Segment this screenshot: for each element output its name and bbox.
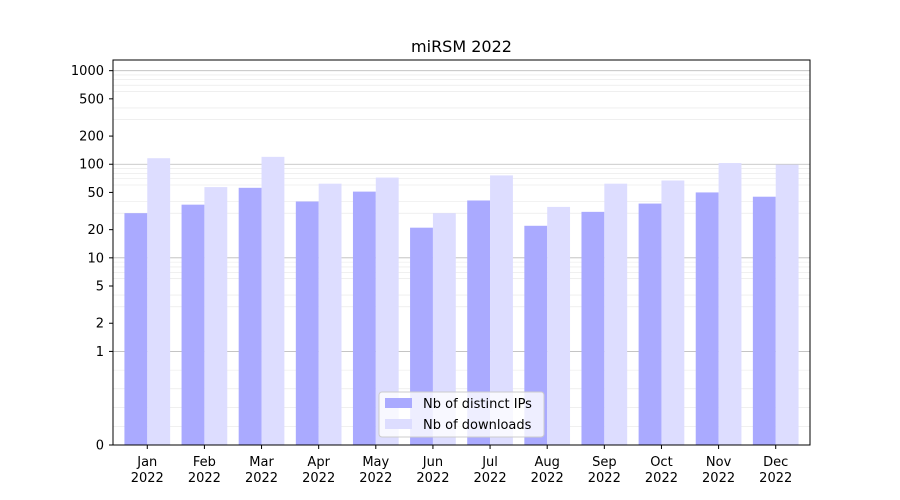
x-tick-label: Feb 2022: [188, 455, 221, 486]
bar-distinct-ips: [695, 192, 719, 445]
bar-distinct-ips: [238, 187, 262, 445]
bar-downloads: [261, 156, 285, 446]
x-tick-label: Nov 2022: [702, 455, 735, 486]
y-tick-label: 10: [87, 251, 104, 266]
y-tick-label: 5: [96, 280, 104, 295]
bar-distinct-ips: [124, 213, 148, 445]
bar-downloads: [432, 213, 456, 445]
y-tick-label: 1: [96, 345, 104, 360]
x-axis: Jan 2022 Feb 2022 Mar 2022 Apr 2022 May 2022 Jun 20…: [131, 445, 792, 486]
y-axis: 0 1 2 5 10 20 50 100 200 500 1000: [71, 64, 113, 454]
bars: [124, 156, 799, 446]
grid-lines: [113, 70, 810, 427]
y-tick-label: 1000: [71, 64, 104, 79]
plot-area-frame: [112, 59, 811, 446]
y-tick-label: 50: [87, 186, 104, 201]
bar-distinct-ips: [410, 227, 433, 445]
x-tick-label: Jan 2022: [131, 455, 164, 486]
x-tick-label: Aug 2022: [531, 455, 564, 486]
bar-distinct-ips: [524, 225, 548, 445]
y-tick-label: 500: [79, 92, 104, 107]
bar-downloads: [147, 158, 171, 446]
bar-distinct-ips: [467, 200, 491, 445]
bar-downloads: [490, 175, 513, 445]
bar-distinct-ips: [352, 191, 376, 445]
bar-downloads: [204, 187, 228, 445]
legend-box: [378, 391, 545, 438]
y-tick-label: 2: [96, 317, 104, 332]
legend-label: Nb of distinct IPs: [423, 397, 532, 412]
x-tick-label: Jul 2022: [474, 455, 507, 486]
bar-downloads: [375, 177, 399, 446]
bar-downloads: [318, 183, 342, 445]
bar-distinct-ips: [752, 196, 776, 445]
bar-distinct-ips: [295, 201, 319, 445]
bar-downloads: [718, 163, 742, 445]
bar-distinct-ips: [638, 203, 662, 445]
x-tick-label: Dec 2022: [759, 455, 792, 486]
bar-downloads: [547, 206, 571, 445]
x-tick-label: Oct 2022: [645, 455, 678, 486]
y-tick-label: 0: [96, 439, 104, 454]
x-tick-label: Mar 2022: [245, 455, 278, 486]
chart-title: miRSM 2022: [411, 37, 512, 56]
legend-swatch: [385, 398, 412, 408]
x-tick-label: Apr 2022: [302, 455, 335, 486]
legend-label: Nb of downloads: [423, 418, 532, 433]
legend: Nb of distinct IPs Nb of downloads: [378, 391, 545, 438]
bar-distinct-ips: [181, 204, 205, 445]
bar-downloads: [775, 164, 799, 445]
legend-swatch: [385, 419, 412, 429]
bar-downloads: [604, 183, 628, 445]
x-tick-label: Sep 2022: [588, 455, 621, 486]
y-tick-label: 100: [79, 158, 104, 173]
bar-downloads: [661, 180, 685, 446]
y-tick-label: 20: [87, 223, 104, 238]
x-tick-label: May 2022: [359, 455, 392, 486]
bar-distinct-ips: [581, 211, 605, 445]
y-tick-label: 200: [79, 130, 104, 145]
x-tick-label: Jun 2022: [416, 455, 449, 486]
